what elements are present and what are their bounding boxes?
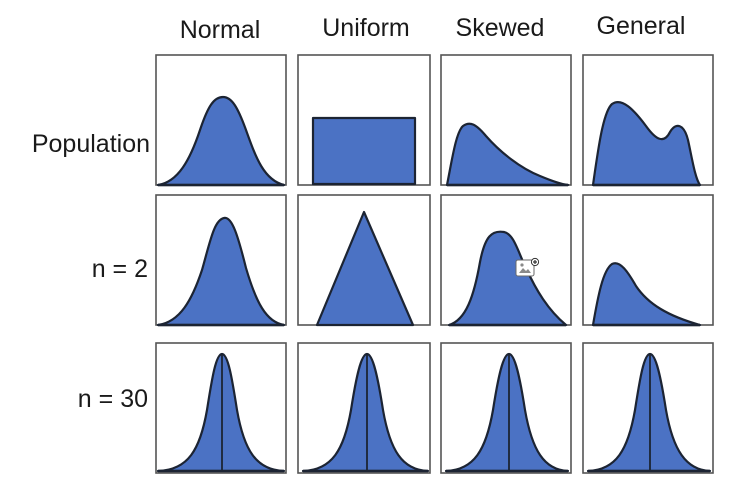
panel-n30-general <box>582 342 714 474</box>
shape-n2-uniform <box>315 210 415 327</box>
panel-n2-normal <box>155 194 287 327</box>
curve-n30-uniform <box>301 352 430 473</box>
curve-n2-skewed <box>447 230 568 327</box>
curve-population-general <box>591 101 702 187</box>
row-label-n-2: n = 2 <box>92 255 148 283</box>
panel-population-general <box>582 54 714 187</box>
panel-n2-general <box>582 194 714 327</box>
curve-n30-skewed <box>444 352 570 473</box>
panel-n2-skewed <box>440 194 572 327</box>
image-add-icon[interactable] <box>515 257 540 277</box>
row-label-n-30: n = 30 <box>78 385 148 413</box>
curve-population-skewed <box>445 122 570 187</box>
column-header-skewed: Skewed <box>456 14 545 42</box>
shape-population-uniform <box>311 116 417 186</box>
curve-n2-normal <box>156 216 286 327</box>
row-label-population: Population <box>32 130 150 158</box>
column-header-general: General <box>597 12 686 40</box>
curve-n2-general <box>591 262 702 327</box>
column-header-normal: Normal <box>180 16 261 44</box>
panel-population-uniform <box>297 54 431 186</box>
curve-n30-general <box>586 352 712 473</box>
panel-population-normal <box>155 54 287 187</box>
curve-population-normal <box>156 95 286 187</box>
panel-population-skewed <box>440 54 572 187</box>
curve-n30-normal <box>156 352 286 473</box>
panel-n30-uniform <box>297 342 431 474</box>
panel-n30-normal <box>155 342 287 474</box>
column-header-uniform: Uniform <box>322 14 410 42</box>
panel-n30-skewed <box>440 342 572 474</box>
panel-n2-uniform <box>297 194 431 327</box>
